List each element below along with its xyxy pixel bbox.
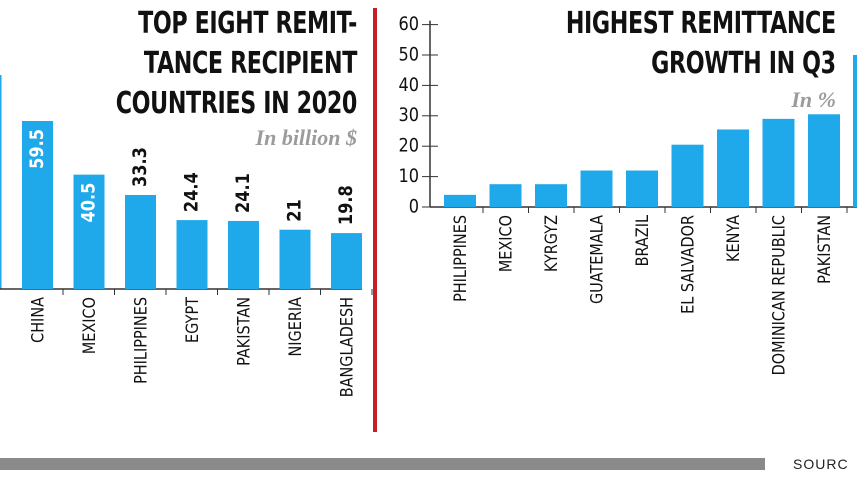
source-label: SOURC [793,456,849,472]
left-category-label: PHILIPPINES [130,297,150,384]
right-category-label: KYRGYZ [541,215,561,272]
right-cropped-bar-edge [853,55,857,207]
left-value-label: 33.3 [130,147,152,187]
right-y-tick-label: 20 [398,135,419,157]
right-bar-philippines [444,195,476,207]
left-chart-title: TOP EIGHT REMIT- TANCE RECIPIENT COUNTRI… [116,4,357,124]
right-chart-unit: In % [791,87,836,113]
right-title-line-1: HIGHEST REMITTANCE [566,4,836,44]
left-category-label: PAKISTAN [233,297,253,366]
left-value-label: 19.8 [336,185,358,225]
left-title-line-2: TANCE RECIPIENT [116,44,357,84]
footer-bar [0,458,765,470]
right-category-label: EL SALVADOR [677,215,697,314]
left-bar-philippines [125,195,156,289]
left-category-label: CHINA [27,297,47,343]
right-category-label: BRAZIL [632,215,652,267]
left-value-label: 59.5 [27,129,49,169]
left-title-line-1: TOP EIGHT REMIT- [116,4,357,44]
right-bar-brazil [626,171,658,207]
right-y-tick-label: 50 [398,44,419,66]
right-y-tick-label: 60 [398,14,419,36]
left-value-label: 24.1 [233,173,255,213]
right-category-label: MEXICO [495,215,515,272]
right-y-tick-label: 40 [398,75,419,97]
right-y-tick-label: 10 [398,166,419,188]
left-category-label: NIGERIA [285,297,305,357]
left-category-label: BANGLADESH [336,297,356,397]
infographic: 59.5 CHINA 40.5 MEXICO 33.3 PHILIPPINES 24.4 EG… [0,0,857,482]
right-y-tick-label: 30 [398,105,419,127]
left-bar-nigeria [280,230,311,289]
left-category-label: EGYPT [182,297,202,343]
right-category-label: DOMINICAN REPUBLIC [768,215,788,375]
left-title-line-3: COUNTRIES IN 2020 [116,84,357,124]
left-value-label: 40.5 [78,183,100,223]
left-chart-unit: In billion $ [256,125,357,151]
right-bar-pakistan [808,114,840,207]
left-bar-pakistan [228,221,259,289]
right-chart-title: HIGHEST REMITTANCE GROWTH IN Q3 [566,4,836,84]
left-value-label: 24.4 [181,172,203,212]
right-category-label: PAKISTAN [814,215,834,284]
right-title-line-2: GROWTH IN Q3 [566,44,836,84]
right-y-tick-label: 0 [409,196,419,218]
right-bar-kenya [717,129,749,207]
right-bar-mexico [490,184,522,207]
left-bar-egypt [177,220,208,289]
left-bar-bangladesh [331,233,362,289]
left-value-label: 21 [284,199,306,221]
right-bar-dominican-republic [763,119,795,207]
right-category-label: PHILIPPINES [450,215,470,302]
right-category-label: KENYA [723,215,743,262]
right-bar-kyrgyz [535,184,567,207]
left-category-label: MEXICO [79,297,99,354]
right-bar-guatemala [581,171,613,207]
right-bar-el-salvador [672,145,704,207]
right-category-label: GUATEMALA [586,215,606,304]
